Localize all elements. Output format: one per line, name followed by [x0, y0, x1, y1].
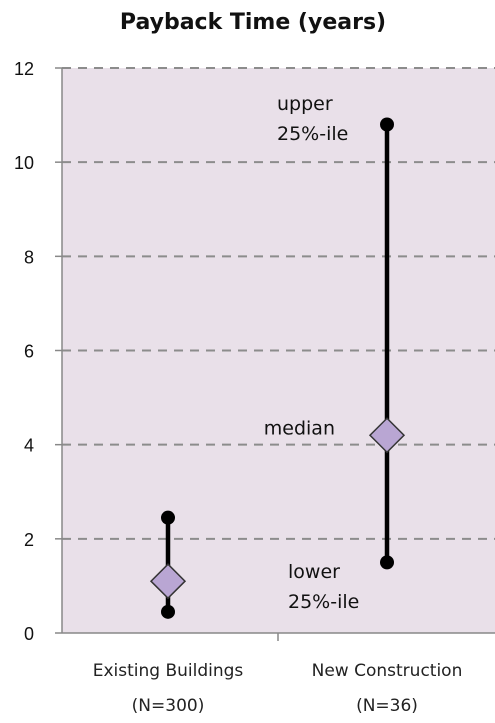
upper-quartile-point-1 — [380, 117, 394, 132]
range-0 — [149, 510, 187, 619]
category-sublabel-0: (N=300) — [132, 696, 205, 716]
y-tick-label-0: 0 — [24, 624, 34, 644]
chart-title: Payback Time (years) — [120, 10, 386, 35]
category-sublabel-1: (N=36) — [356, 696, 418, 716]
category-label-0: Existing Buildings — [93, 661, 244, 681]
lower-quartile-point-0 — [161, 604, 175, 619]
median-marker-1 — [368, 417, 406, 454]
range-1 — [368, 117, 406, 570]
y-tick-label-8: 8 — [24, 247, 34, 267]
y-tick-labels: 0 2 4 6 8 10 12 — [14, 59, 34, 644]
y-tick-label-2: 2 — [24, 530, 34, 550]
y-tick-label-10: 10 — [14, 153, 34, 173]
y-tick-label-12: 12 — [14, 59, 34, 79]
gridlines — [62, 67, 495, 540]
annotations: upper 25%-ile median lower 25%-ile — [264, 93, 360, 613]
category-labels: Existing Buildings (N=300) New Constructio… — [93, 661, 463, 716]
annotation-lower-0: lower — [288, 561, 340, 583]
y-tick-label-6: 6 — [24, 342, 34, 362]
lower-quartile-point-1 — [380, 555, 394, 570]
annotation-median-0: median — [264, 417, 335, 439]
median-marker-0 — [149, 563, 187, 600]
annotation-lower-1: 25%-ile — [288, 591, 359, 613]
range-series — [149, 117, 406, 619]
annotation-upper-0: upper — [277, 93, 333, 115]
axes — [55, 67, 495, 641]
category-label-1: New Construction — [312, 661, 463, 681]
y-tick-label-4: 4 — [24, 436, 34, 456]
annotation-upper-1: 25%-ile — [277, 123, 348, 145]
upper-quartile-point-0 — [161, 510, 175, 525]
